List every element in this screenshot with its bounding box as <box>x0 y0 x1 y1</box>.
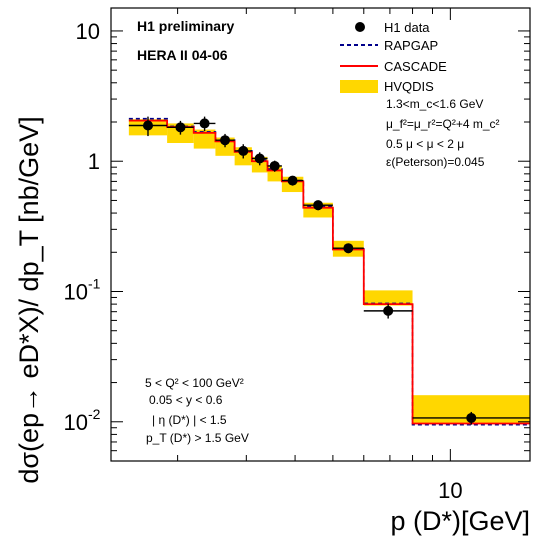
x-tick-label-0: 10 <box>438 478 462 503</box>
param-line-2: μ_f²=μ_r²=Q²+4 m_c² <box>386 117 500 131</box>
legend: H1 data RAPGAP CASCADE HVQDIS <box>340 20 447 94</box>
x-axis-title: p (D*)[GeV] <box>390 506 530 536</box>
legend-marker-h1-data <box>355 22 365 32</box>
data-point-1 <box>167 120 194 135</box>
legend-label-cascade: CASCADE <box>384 59 447 74</box>
legend-label-h1-data: H1 data <box>384 20 430 35</box>
plot-frame <box>110 7 531 462</box>
y-tick-label-0: 10 <box>76 19 100 44</box>
param-line-3: 0.5 μ < μ < 2 μ <box>386 137 464 151</box>
cut-line-2: 0.05 < y < 0.6 <box>149 393 223 407</box>
param-line-4: ε(Peterson)=0.045 <box>386 155 485 169</box>
data-point-6 <box>267 160 282 172</box>
header-line-1: H1 preliminary <box>137 18 234 34</box>
y-tick-label-2: 10 <box>64 280 88 305</box>
hvqdis-band-2 <box>193 129 216 149</box>
y-tick-exponent-2: -1 <box>88 276 101 292</box>
data-point-0 <box>128 116 168 137</box>
param-line-1: 1.3<m_c<1.6 GeV <box>386 97 483 111</box>
legend-marker-hvqdis <box>340 80 378 93</box>
hvqdis-band-10 <box>363 290 413 306</box>
kinematic-cuts: 5 < Q² < 100 GeV² 0.05 < y < 0.6 | η (D*… <box>145 376 249 445</box>
cut-line-3: | η (D*) | < 1.5 <box>152 413 227 427</box>
y-tick-exponent-3: -2 <box>88 406 101 422</box>
data-point-7 <box>281 175 304 186</box>
h1-data-points <box>128 116 530 425</box>
data-point-8 <box>303 200 333 211</box>
data-point-11 <box>412 411 530 425</box>
cascade-line <box>128 119 530 425</box>
header-line-2: HERA II 04-06 <box>137 47 228 63</box>
data-point-3 <box>215 133 235 148</box>
y-axis-title: dσ(ep→ eD*X)/ dp_T [nb/GeV] <box>14 116 44 483</box>
axis-ticks <box>111 8 530 462</box>
x-tick-labels: 10 <box>438 478 462 503</box>
data-point-9 <box>332 243 364 254</box>
cascade-histogram <box>128 119 530 425</box>
cut-line-1: 5 < Q² < 100 GeV² <box>145 376 244 390</box>
legend-label-rapgap: RAPGAP <box>384 38 438 53</box>
legend-label-hvqdis: HVQDIS <box>384 79 434 94</box>
hvqdis-parameters: 1.3<m_c<1.6 GeV μ_f²=μ_r²=Q²+4 m_c² 0.5 … <box>386 97 500 169</box>
data-point-10 <box>363 304 413 319</box>
data-point-5 <box>251 152 268 166</box>
data-point-4 <box>234 144 252 159</box>
cut-line-4: p_T (D*) > 1.5 GeV <box>146 431 249 445</box>
y-tick-label-3: 10 <box>64 410 88 435</box>
y-tick-label-1: 1 <box>88 149 100 174</box>
data-point-2 <box>193 116 216 132</box>
